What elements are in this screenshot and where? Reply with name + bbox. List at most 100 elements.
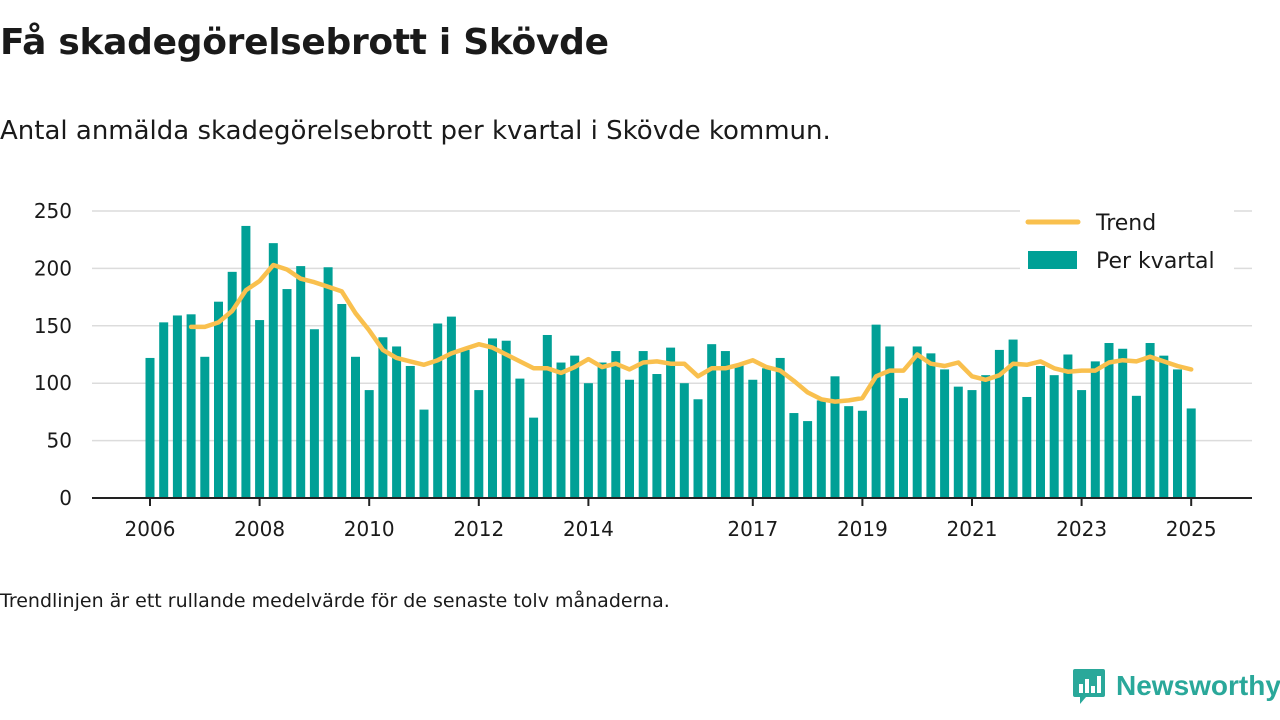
bar [926, 353, 936, 498]
bar [611, 351, 621, 498]
chart-title: Få skadegörelsebrott i Skövde [0, 22, 609, 63]
newsworthy-logo-icon [1073, 669, 1105, 704]
bar [282, 289, 292, 498]
bar [816, 400, 826, 498]
bar [268, 243, 278, 498]
bar [762, 368, 771, 498]
bar [748, 379, 758, 498]
bar [981, 375, 991, 498]
y-tick-label: 150 [34, 314, 72, 338]
bar [803, 421, 813, 498]
bar [392, 346, 402, 498]
bar [460, 349, 470, 498]
bar [241, 225, 251, 498]
bar [912, 346, 922, 498]
y-tick-label: 0 [59, 486, 72, 510]
bar [446, 316, 456, 498]
bar [364, 390, 374, 498]
bar [789, 413, 799, 498]
legend-bar-swatch [1028, 251, 1077, 269]
bar [830, 376, 840, 498]
bar [1131, 395, 1141, 498]
bar [679, 383, 689, 498]
bar [145, 357, 155, 498]
bar [1008, 339, 1018, 498]
bar [597, 362, 607, 498]
bar [474, 390, 484, 498]
bar [885, 346, 895, 498]
x-tick-label: 2023 [1056, 517, 1107, 541]
bar [1159, 355, 1169, 498]
bar [857, 410, 867, 498]
bar [570, 355, 580, 498]
x-tick-label: 2010 [344, 517, 395, 541]
bar [488, 338, 497, 498]
x-tick-label: 2021 [947, 517, 998, 541]
bar [351, 356, 360, 498]
bar [159, 322, 169, 498]
bar [337, 303, 347, 498]
bar [515, 378, 525, 498]
bar [186, 314, 196, 498]
bar [1186, 408, 1196, 498]
chart-area: 0 50 100 150 200 250 2006 2008 2010 2012 2014 2017 2… [34, 199, 1252, 541]
y-tick-label: 100 [34, 371, 72, 395]
bar [309, 329, 319, 498]
bar [542, 334, 552, 498]
bar [1090, 361, 1100, 498]
bar [693, 399, 703, 498]
legend-bar-label: Per kvartal [1096, 249, 1215, 274]
bar [378, 337, 388, 498]
footnote: Trendlinjen är ett rullande medelvärde f… [0, 590, 670, 612]
bar [953, 386, 963, 498]
legend-trend-label: Trend [1095, 211, 1156, 236]
trend-line [188, 262, 1194, 404]
bar [556, 362, 566, 498]
line-series-trend [188, 262, 1194, 404]
x-tick-label: 2014 [563, 517, 614, 541]
bar [1077, 390, 1087, 498]
bar [1145, 343, 1155, 498]
bar [214, 301, 223, 498]
bar [707, 344, 717, 498]
bar [1022, 396, 1032, 498]
bar [1063, 354, 1073, 498]
x-tick-label: 2006 [125, 517, 176, 541]
newsworthy-logo-text: Newsworthy [1116, 670, 1280, 701]
bar [501, 340, 511, 498]
newsworthy-logo[interactable]: Newsworthy [1072, 666, 1280, 706]
bar [255, 320, 265, 498]
bar [994, 349, 1004, 498]
bar [652, 374, 662, 498]
x-tick-label: 2008 [234, 517, 285, 541]
y-tick-label: 50 [47, 429, 72, 453]
bar [323, 267, 333, 498]
bar [1104, 343, 1114, 498]
bar [419, 409, 429, 498]
x-tick-label: 2012 [453, 517, 504, 541]
bar [1118, 348, 1128, 498]
bar [1049, 375, 1059, 498]
axes: 0 50 100 150 200 250 2006 2008 2010 2012 2014 2017 2… [34, 199, 1252, 541]
bar [227, 271, 237, 498]
bar [1173, 369, 1182, 498]
bar [200, 356, 210, 498]
chart-subtitle: Antal anmälda skadegörelsebrott per kvar… [0, 116, 831, 146]
bar [775, 357, 785, 498]
bar [405, 365, 415, 498]
bar [844, 406, 854, 498]
x-tick-label: 2019 [837, 517, 888, 541]
bar [529, 417, 539, 498]
bar [638, 351, 648, 498]
bar [899, 398, 908, 498]
bar [1036, 365, 1045, 498]
bar [871, 324, 881, 498]
bar [967, 390, 977, 498]
legend: Trend Per kvartal [1020, 206, 1234, 280]
bar [433, 323, 443, 498]
bar [940, 369, 950, 498]
y-tick-label: 250 [34, 199, 72, 223]
bar [734, 364, 744, 498]
bar [172, 315, 182, 498]
bar [720, 351, 730, 498]
